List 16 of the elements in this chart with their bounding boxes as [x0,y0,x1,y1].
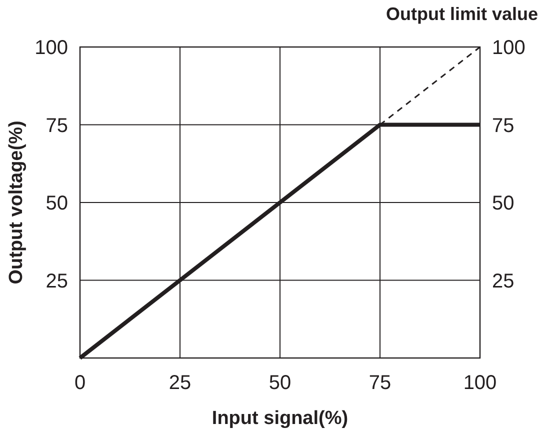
x-tick-label: 0 [74,372,86,394]
y-tick-label: 25 [46,270,68,292]
y-axis-title: Output voltage(%) [6,120,27,284]
y2-tick-label: 75 [492,114,514,137]
y2-tick-label: 25 [492,270,514,292]
y-tick-label: 100 [34,37,68,59]
annotation: Output limit value [386,4,538,24]
x-tick-label: 75 [368,372,392,394]
x-tick-label: 100 [463,372,497,394]
x-tick-label: 50 [268,372,292,394]
x-axis-title: Input signal(%) [212,408,348,429]
y2-tick-label: 50 [492,192,514,214]
y-tick-label: 75 [46,114,68,137]
x-tick-label: 25 [168,372,192,394]
y-tick-label: 50 [46,192,68,214]
y2-tick-label: 100 [492,37,526,59]
